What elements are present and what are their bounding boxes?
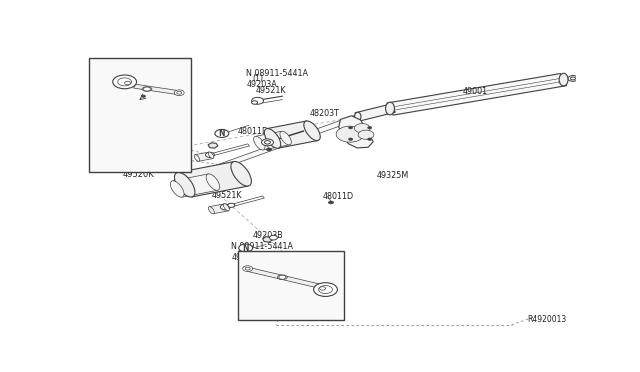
Circle shape bbox=[264, 141, 271, 144]
Text: N: N bbox=[243, 244, 249, 253]
Polygon shape bbox=[267, 121, 317, 148]
Ellipse shape bbox=[209, 207, 214, 214]
Circle shape bbox=[243, 266, 253, 272]
Text: 48011D: 48011D bbox=[323, 192, 354, 201]
Circle shape bbox=[141, 95, 145, 97]
Polygon shape bbox=[201, 115, 360, 174]
Circle shape bbox=[349, 126, 353, 129]
Circle shape bbox=[239, 244, 253, 252]
Ellipse shape bbox=[304, 121, 320, 141]
Circle shape bbox=[319, 286, 332, 294]
Text: N: N bbox=[219, 129, 225, 138]
Polygon shape bbox=[222, 196, 264, 209]
Circle shape bbox=[113, 75, 136, 89]
Ellipse shape bbox=[175, 172, 195, 197]
Circle shape bbox=[266, 148, 271, 151]
Text: 49203A: 49203A bbox=[246, 80, 277, 89]
Circle shape bbox=[568, 76, 578, 81]
Circle shape bbox=[349, 138, 353, 140]
Text: 49520KA: 49520KA bbox=[231, 253, 267, 262]
Polygon shape bbox=[172, 174, 218, 197]
Text: 49325M: 49325M bbox=[376, 171, 409, 180]
Text: 48011D: 48011D bbox=[237, 126, 269, 136]
Circle shape bbox=[319, 287, 326, 290]
Polygon shape bbox=[387, 74, 566, 115]
Circle shape bbox=[355, 124, 370, 133]
Text: N 08911-5441A: N 08911-5441A bbox=[231, 243, 293, 251]
Polygon shape bbox=[134, 84, 180, 95]
Polygon shape bbox=[207, 144, 250, 157]
Circle shape bbox=[368, 138, 372, 140]
Ellipse shape bbox=[277, 275, 287, 279]
Circle shape bbox=[205, 153, 214, 157]
Ellipse shape bbox=[385, 102, 394, 115]
Polygon shape bbox=[262, 237, 273, 242]
Circle shape bbox=[252, 101, 257, 104]
Circle shape bbox=[328, 201, 333, 204]
Ellipse shape bbox=[355, 112, 361, 121]
Circle shape bbox=[215, 129, 229, 137]
Text: 49521K: 49521K bbox=[211, 191, 242, 201]
Circle shape bbox=[262, 139, 273, 146]
Polygon shape bbox=[255, 131, 289, 150]
Polygon shape bbox=[355, 104, 396, 121]
Text: (1): (1) bbox=[237, 247, 249, 257]
Ellipse shape bbox=[559, 73, 568, 86]
Circle shape bbox=[220, 204, 230, 210]
Text: (1): (1) bbox=[253, 74, 264, 83]
Text: 49001: 49001 bbox=[463, 87, 488, 96]
Circle shape bbox=[143, 87, 150, 91]
Circle shape bbox=[269, 235, 277, 240]
Polygon shape bbox=[209, 204, 228, 214]
Text: 49521K: 49521K bbox=[256, 86, 287, 95]
Ellipse shape bbox=[280, 131, 291, 145]
Ellipse shape bbox=[194, 155, 200, 161]
Polygon shape bbox=[247, 267, 319, 288]
Circle shape bbox=[336, 126, 364, 142]
Circle shape bbox=[125, 81, 131, 85]
Ellipse shape bbox=[231, 161, 252, 186]
Circle shape bbox=[118, 78, 132, 86]
Text: 49520K: 49520K bbox=[123, 170, 154, 179]
Text: N 08911-5441A: N 08911-5441A bbox=[246, 69, 308, 78]
Circle shape bbox=[174, 90, 184, 96]
Circle shape bbox=[245, 267, 250, 270]
Ellipse shape bbox=[142, 87, 152, 92]
Circle shape bbox=[570, 77, 575, 80]
Text: 48203T: 48203T bbox=[309, 109, 339, 118]
Text: 48203TA: 48203TA bbox=[154, 161, 188, 170]
Text: PIN08921-3202A: PIN08921-3202A bbox=[92, 97, 159, 106]
Ellipse shape bbox=[206, 174, 220, 190]
Circle shape bbox=[314, 283, 337, 296]
Text: 48011J: 48011J bbox=[92, 87, 120, 96]
Ellipse shape bbox=[223, 204, 229, 211]
Ellipse shape bbox=[253, 136, 265, 150]
Text: R4920013: R4920013 bbox=[527, 315, 566, 324]
Circle shape bbox=[368, 126, 372, 129]
Circle shape bbox=[252, 97, 264, 104]
Circle shape bbox=[279, 275, 286, 279]
Ellipse shape bbox=[209, 152, 214, 158]
Text: 49203B: 49203B bbox=[253, 231, 284, 240]
Polygon shape bbox=[195, 152, 213, 161]
Ellipse shape bbox=[170, 181, 184, 197]
Polygon shape bbox=[339, 116, 373, 148]
FancyBboxPatch shape bbox=[89, 58, 191, 172]
FancyBboxPatch shape bbox=[237, 251, 344, 320]
Polygon shape bbox=[178, 161, 248, 197]
Ellipse shape bbox=[264, 129, 281, 148]
Circle shape bbox=[228, 203, 235, 207]
Polygon shape bbox=[208, 143, 218, 148]
Circle shape bbox=[358, 130, 374, 139]
Circle shape bbox=[177, 92, 182, 94]
